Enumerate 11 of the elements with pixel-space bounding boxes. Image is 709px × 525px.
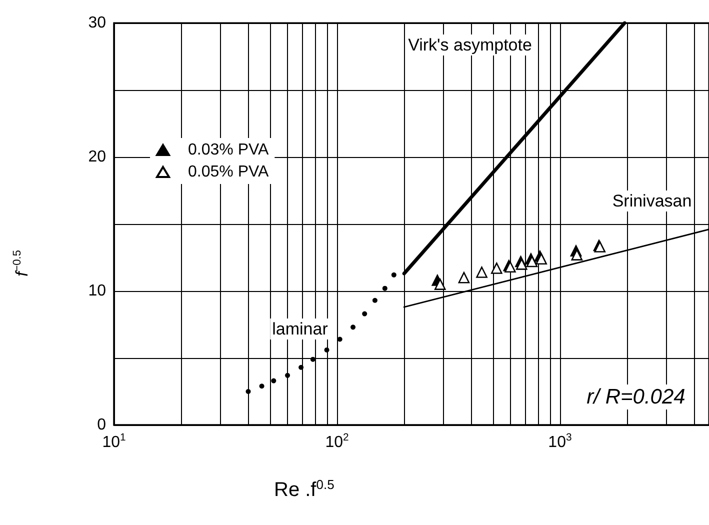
annotation: Srinivasan — [612, 192, 692, 210]
y-tick-label: 20 — [88, 148, 106, 166]
y-axis-title: f−0.5 — [12, 250, 32, 277]
y-tick-label: 10 — [88, 282, 106, 300]
annotation: r/ R=0.024 — [586, 386, 686, 408]
y-tick-label: 30 — [88, 14, 106, 32]
annotation: Virk's asymptote — [408, 36, 532, 54]
y-tick-label: 0 — [97, 416, 106, 434]
legend-label: 0.03% PVA — [188, 142, 269, 158]
legend-label: 0.05% PVA — [188, 164, 269, 180]
annotation: laminar — [272, 320, 328, 338]
